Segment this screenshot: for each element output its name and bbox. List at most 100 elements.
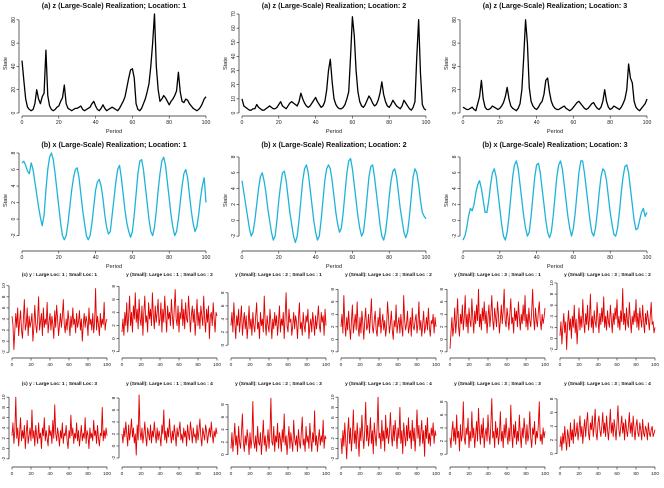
y-tick-label: 6: [439, 300, 445, 303]
chart-panel: (a) z (Large-Scale) Realization; Locatio…: [444, 1, 651, 135]
y-tick-label: 2: [452, 203, 458, 206]
y-tick-label: 2: [330, 325, 336, 328]
y-axis-label: State: [223, 194, 229, 207]
y-tick-label: 2: [231, 203, 237, 206]
y-tick-label: 4: [1, 317, 7, 320]
x-axis-label: Period: [326, 129, 342, 135]
y-tick-label: 8: [220, 291, 226, 294]
y-tick-label: 8: [452, 155, 458, 158]
x-tick-label: 60: [350, 255, 356, 261]
x-tick-label: 0: [449, 471, 452, 477]
x-tick-label: 20: [138, 362, 144, 368]
x-tick-label: 80: [85, 362, 91, 368]
y-tick-label: 6: [549, 303, 555, 306]
series-line: [11, 288, 108, 350]
x-tick-label: 40: [266, 471, 272, 477]
y-tick-label: 8: [1, 406, 7, 409]
chart-title: y (Small): Large Loc : 3 ; Small Loc : 4: [564, 381, 651, 387]
chart-title: y (Small): Large Loc : 2 ; Small Loc : 3: [235, 381, 322, 387]
y-tick-label: 6: [330, 300, 336, 303]
x-tick-label: 100: [643, 255, 652, 261]
y-tick-label: 70: [231, 11, 237, 17]
x-tick-label: 60: [350, 120, 356, 126]
y-tick-label: 4: [231, 187, 237, 190]
x-tick-label: 100: [202, 120, 211, 126]
y-tick-label: 4: [220, 317, 226, 320]
y-tick-label: -2: [439, 349, 445, 354]
x-tick-label: 80: [166, 120, 172, 126]
y-tick-label: 60: [452, 40, 458, 46]
y-tick-label: 2: [439, 325, 445, 328]
x-axis-label: Period: [106, 129, 122, 135]
x-tick-label: 80: [414, 471, 420, 477]
chart-panel: y (Small): Large Loc : 1 ; Small Loc : 4…: [111, 381, 221, 477]
x-tick-label: 40: [157, 362, 163, 368]
x-tick-label: 80: [386, 255, 392, 261]
series-line: [462, 19, 648, 112]
x-tick-label: 40: [534, 120, 540, 126]
x-tick-label: 0: [241, 120, 244, 126]
y-tick-label: 0: [549, 337, 555, 340]
y-tick-label: 0: [231, 219, 237, 222]
y-tick-label: 8: [439, 400, 445, 403]
x-tick-label: 20: [276, 255, 282, 261]
chart-title: y (Small): Large Loc : 1 ; Small Loc : 4: [126, 381, 213, 387]
y-tick-label: 10: [549, 280, 555, 286]
y-tick-label: 0: [111, 337, 117, 340]
x-tick-label: 0: [230, 471, 233, 477]
chart-panel: y (Small): Large Loc : 2 ; Small Loc : 4…: [330, 381, 440, 477]
x-tick-label: 60: [176, 362, 182, 368]
x-tick-label: 20: [56, 255, 62, 261]
x-tick-label: 0: [340, 362, 343, 368]
x-tick-label: 100: [213, 471, 221, 477]
x-tick-label: 100: [103, 362, 111, 368]
y-tick-label: 4: [111, 311, 117, 314]
x-tick-label: 60: [176, 471, 182, 477]
x-tick-label: 0: [121, 471, 124, 477]
x-tick-label: 20: [576, 362, 582, 368]
x-tick-label: 80: [414, 362, 420, 368]
x-tick-label: 40: [313, 255, 319, 261]
x-tick-label: 40: [534, 255, 540, 261]
y-tick-label: 8: [549, 397, 555, 400]
y-tick-label: 80: [11, 17, 17, 23]
y-tick-label: 2: [549, 326, 555, 329]
x-tick-label: 0: [462, 255, 465, 261]
y-tick-label: -2: [330, 349, 336, 354]
series-line: [121, 289, 218, 340]
series-line: [241, 16, 427, 111]
x-tick-label: 80: [195, 471, 201, 477]
y-tick-label: 4: [11, 184, 17, 187]
series-line: [21, 13, 207, 112]
y-tick-label: 4: [220, 428, 226, 431]
chart-title: (a) z (Large-Scale) Realization; Locatio…: [42, 1, 187, 10]
x-tick-label: 20: [247, 471, 253, 477]
series-line: [230, 292, 327, 340]
y-tick-label: 30: [231, 68, 237, 74]
chart-panel: (a) z (Large-Scale) Realization; Locatio…: [3, 1, 210, 135]
x-tick-label: 100: [651, 362, 659, 368]
y-tick-label: 10: [330, 394, 336, 400]
y-tick-label: 6: [1, 416, 7, 419]
x-tick-label: 0: [449, 362, 452, 368]
y-tick-label: 10: [1, 283, 7, 289]
x-tick-label: 60: [285, 471, 291, 477]
x-tick-label: 40: [93, 120, 99, 126]
y-tick-label: 4: [439, 313, 445, 316]
x-tick-label: 80: [633, 471, 639, 477]
y-tick-label: 40: [11, 63, 17, 69]
x-tick-label: 20: [138, 471, 144, 477]
chart-title: y (Small): Large Loc : 3 ; Small Loc : 1: [454, 272, 541, 278]
chart-title: (b) x (Large-Scale) Realization; Locatio…: [41, 140, 186, 149]
series-line: [21, 152, 207, 241]
y-tick-label: 0: [439, 453, 445, 456]
x-tick-label: 100: [432, 362, 440, 368]
y-tick-label: 8: [111, 285, 117, 288]
y-tick-label: 0: [452, 111, 458, 114]
y-axis-label: State: [223, 57, 229, 70]
y-tick-label: 0: [11, 218, 17, 221]
y-tick-label: 4: [452, 187, 458, 190]
y-tick-label: -2: [330, 456, 336, 461]
series-line: [340, 396, 437, 460]
